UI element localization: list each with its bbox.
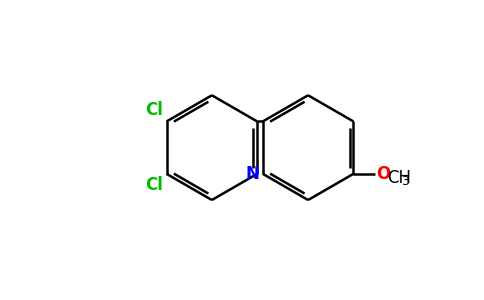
Text: Cl: Cl xyxy=(145,176,163,194)
Text: 3: 3 xyxy=(401,175,409,188)
Text: O: O xyxy=(377,165,391,183)
Text: CH: CH xyxy=(387,169,411,188)
Text: Cl: Cl xyxy=(145,101,163,119)
Text: N: N xyxy=(246,165,260,183)
